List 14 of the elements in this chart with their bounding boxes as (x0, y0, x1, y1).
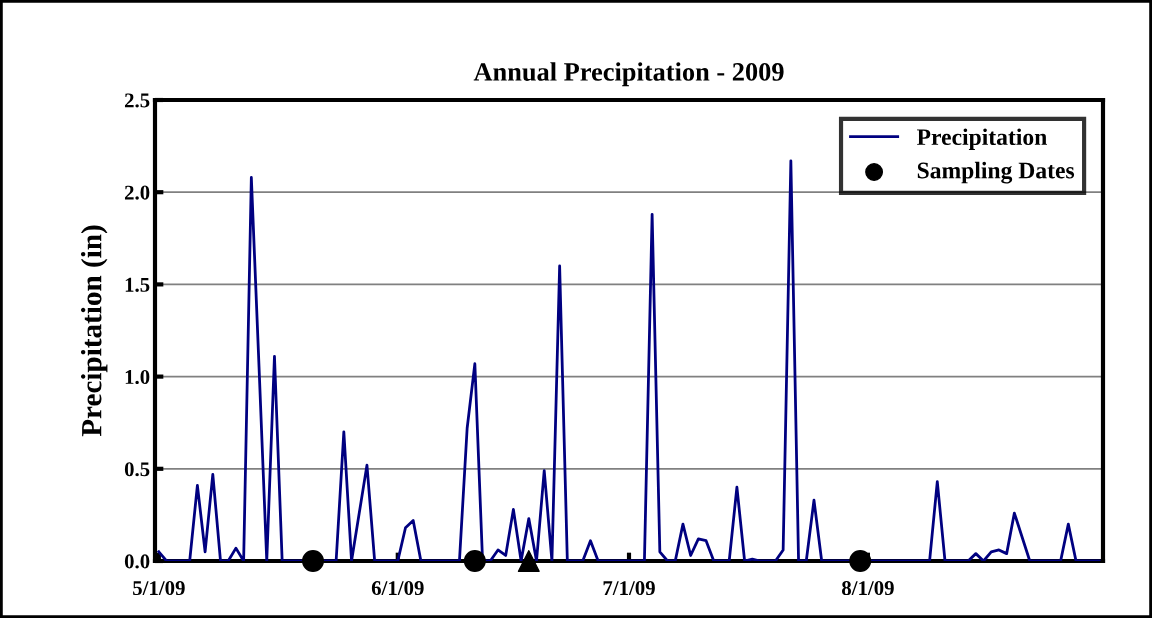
y-axis-title: Precipitation (in) (80, 225, 108, 437)
legend-label: Precipitation (916, 128, 1047, 150)
y-tick-label: 2.5 (124, 93, 150, 108)
chart-title: Annual Precipitation - 2009 (473, 62, 784, 87)
x-tick-label: 7/1/09 (603, 581, 655, 596)
legend-label: Sampling Dates (917, 161, 1075, 184)
x-tick-label: 8/1/09 (842, 581, 894, 596)
y-tick-label: 0.5 (124, 462, 150, 477)
x-tick-label: 6/1/09 (371, 581, 424, 596)
y-tick-label: 0.0 (124, 554, 150, 569)
y-tick-label: 2.0 (124, 185, 150, 200)
y-tick-label: 1.0 (125, 369, 150, 385)
x-tick-label: 5/1/09 (133, 581, 185, 596)
y-tick-label: 1.5 (125, 277, 150, 292)
